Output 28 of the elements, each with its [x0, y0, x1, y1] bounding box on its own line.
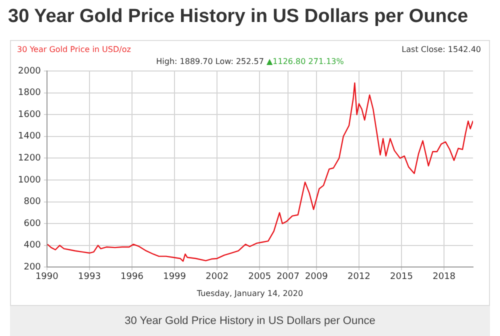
x-tick-label: 2007: [276, 272, 300, 282]
y-tick-label: 200: [24, 262, 42, 273]
text: Last Close: 1542.40: [402, 45, 481, 54]
x-tick-label: 2012: [348, 272, 370, 282]
y-tick-label: 1000: [18, 175, 42, 186]
y-tick-label: 2000: [18, 66, 42, 76]
x-tick-label: 2018: [432, 272, 456, 282]
x-tick-label: 1996: [120, 272, 144, 282]
y-tick-label: 800: [24, 197, 42, 208]
x-tick-label: 2015: [390, 272, 413, 282]
x-tick-label: 1993: [78, 272, 101, 282]
x-tick-label: 1990: [35, 272, 59, 282]
chart-subtitle: 30 Year Gold Price in USD/oz: [17, 45, 131, 54]
text: 30 Year Gold Price History in US Dollars per Ounce: [10, 306, 490, 336]
text: Tuesday, January 14, 2020: [196, 289, 304, 298]
y-tick-label: 600: [24, 218, 42, 229]
text: ▲1126.80 271.13%: [266, 57, 344, 66]
y-tick-label: 1400: [18, 132, 42, 142]
y-tick-label: 1600: [18, 110, 42, 120]
chart-title: 30 Year Gold Price History in US Dollars per Ounce: [8, 6, 468, 28]
y-tick-label: 1200: [18, 154, 42, 164]
y-tick-label: 1800: [18, 88, 42, 98]
text: High: 1889.70 Low: 252.57: [156, 57, 264, 66]
x-tick-label: 1999: [163, 272, 186, 282]
x-tick-label: 2002: [206, 272, 229, 282]
x-tick-label: 2005: [248, 272, 272, 282]
x-tick-label: 2009: [304, 272, 328, 282]
y-tick-label: 400: [24, 240, 42, 251]
